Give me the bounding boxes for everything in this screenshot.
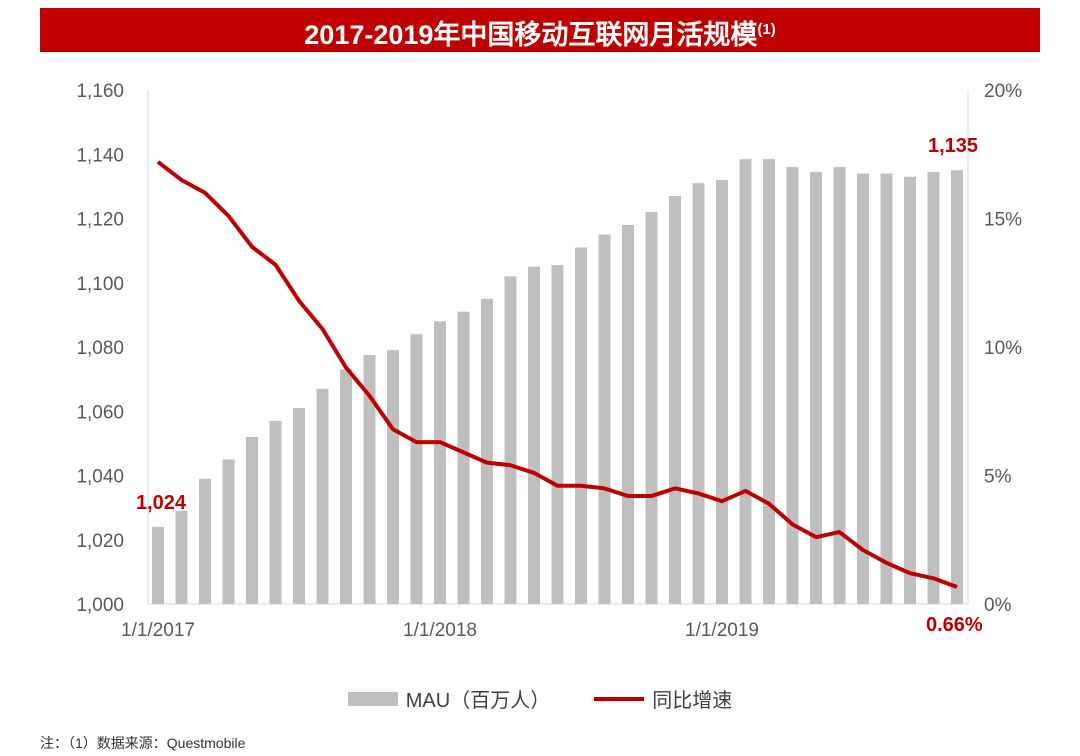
y-left-tick-label: 1,100 [76, 274, 124, 295]
y-right-tick-label: 10% [984, 338, 1022, 359]
bar-mau [810, 171, 822, 604]
x-tick-label: 1/1/2019 [685, 620, 759, 641]
y-left-tick-label: 1,160 [76, 81, 124, 102]
bar-mau [927, 171, 940, 604]
bar-mau [692, 183, 705, 604]
data-label-last-mau: 1,135 [928, 135, 978, 157]
bar-mau [575, 247, 587, 604]
bar-mau [669, 196, 681, 604]
bar-mau [504, 276, 517, 604]
chart-plot: 1,000 1,020 1,040 1,060 1,080 1,100 1,120 1,140… [76, 81, 1022, 641]
chart-legend: MAU（百万人） 同比增速 [0, 684, 1080, 713]
bar-mau [293, 408, 305, 604]
bar-mau [716, 179, 728, 604]
bar-mau [528, 266, 540, 604]
bar-mau [269, 420, 282, 604]
legend-label-mau: MAU（百万人） [405, 690, 551, 712]
bar-mau [152, 526, 164, 604]
bar-mau [363, 355, 376, 604]
bar-mau [316, 388, 329, 604]
bar-mau [246, 436, 258, 604]
bar-mau [904, 176, 916, 605]
bar-mau [175, 510, 188, 604]
legend-item-mau: MAU（百万人） [347, 684, 551, 713]
y-right-tick-label: 5% [984, 467, 1012, 488]
legend-line-swatch [594, 696, 645, 701]
bar-mau [951, 170, 963, 604]
legend-item-growth: 同比增速 [594, 684, 732, 713]
bar-mau [763, 159, 775, 604]
legend-bar-swatch [347, 691, 398, 706]
x-tick-label: 1/1/2018 [403, 620, 477, 641]
y-left-tick-label: 1,080 [76, 338, 124, 359]
bar-mau [551, 265, 564, 604]
bar-mau [387, 350, 399, 604]
bar-mau [222, 459, 235, 604]
x-tick-label: 1/1/2017 [121, 620, 195, 641]
bar-mau [410, 334, 423, 604]
title-footnote-mark: (1) [757, 21, 776, 38]
bar-mau [622, 224, 634, 605]
y-left-tick-label: 1,120 [76, 210, 124, 231]
bar-mau [857, 173, 869, 604]
y-left-tick-label: 1,140 [76, 145, 124, 166]
title-text: 2017-2019年中国移动互联网月活规模 [304, 20, 758, 50]
data-label-first-mau: 1,024 [136, 492, 187, 514]
bar-mau [786, 167, 799, 604]
footnote: 注：（1）数据来源：Questmobile [40, 735, 246, 751]
y-left-tick-label: 1,020 [76, 531, 124, 552]
y-right-tick-label: 20% [984, 81, 1022, 102]
data-label-last-growth: 0.66% [926, 614, 983, 636]
bar-mau [598, 234, 611, 604]
y-right-tick-label: 15% [984, 210, 1022, 231]
legend-label-growth: 同比增速 [652, 690, 733, 712]
bar-mau [739, 159, 752, 604]
y-left-tick-label: 1,040 [76, 467, 124, 488]
bar-mau [199, 478, 211, 604]
bar-mau [833, 167, 846, 604]
y-left-tick-label: 1,000 [76, 595, 124, 616]
bar-mau [457, 311, 470, 604]
bar-mau [645, 212, 658, 604]
bar-mau [340, 369, 352, 604]
y-right-tick-label: 0% [984, 595, 1012, 616]
bar-mau [434, 321, 446, 604]
chart-title: 2017-2019年中国移动互联网月活规模(1) [40, 8, 1040, 52]
bar-mau [880, 173, 893, 604]
bar-mau [481, 298, 493, 604]
y-left-tick-label: 1,060 [76, 402, 124, 423]
